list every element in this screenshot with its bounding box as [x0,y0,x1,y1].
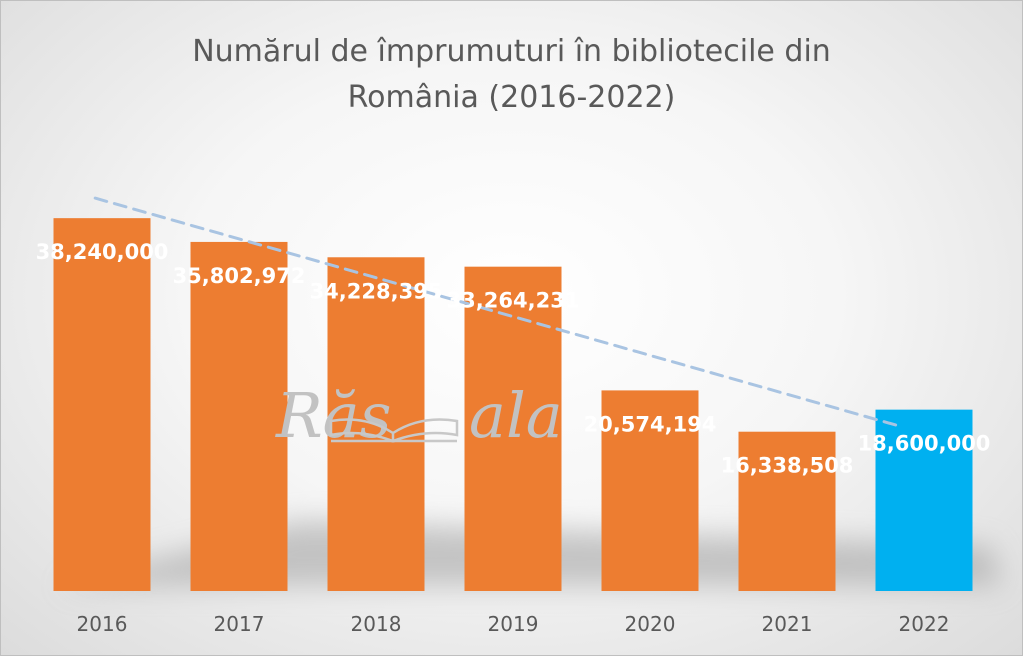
x-tick-label-2019: 2019 [488,612,539,636]
bar-2021 [738,431,836,591]
bar-2016 [53,218,151,591]
data-label-2020: 20,574,194 [584,412,717,436]
x-tick-label-2016: 2016 [77,612,128,636]
data-label-2021: 16,338,508 [721,454,854,478]
data-label-2022: 18,600,000 [858,432,991,456]
chart-title: Numărul de împrumuturi în bibliotecile d… [1,29,1022,121]
bar-2020 [601,390,699,591]
data-label-2017: 35,802,972 [173,264,306,288]
x-tick-label-2021: 2021 [762,612,813,636]
bar-2022 [875,409,973,591]
trendline [93,196,899,427]
data-label-2019: 33,264,231 [447,289,580,313]
x-tick-label-2020: 2020 [625,612,676,636]
bar-2017 [190,241,288,591]
chart-title-line-2: România (2016-2022) [347,80,676,115]
watermark-right-text: ala [469,379,563,452]
bar-2019 [464,266,562,591]
chart-title-line-1: Numărul de împrumuturi în bibliotecile d… [192,34,831,69]
x-tick-label-2022: 2022 [899,612,950,636]
watermark-book-icon [329,418,459,443]
x-tick-label-2018: 2018 [351,612,402,636]
data-label-2018: 34,228,395 [310,279,443,303]
data-label-2016: 38,240,000 [36,240,169,264]
x-tick-label-2017: 2017 [214,612,265,636]
